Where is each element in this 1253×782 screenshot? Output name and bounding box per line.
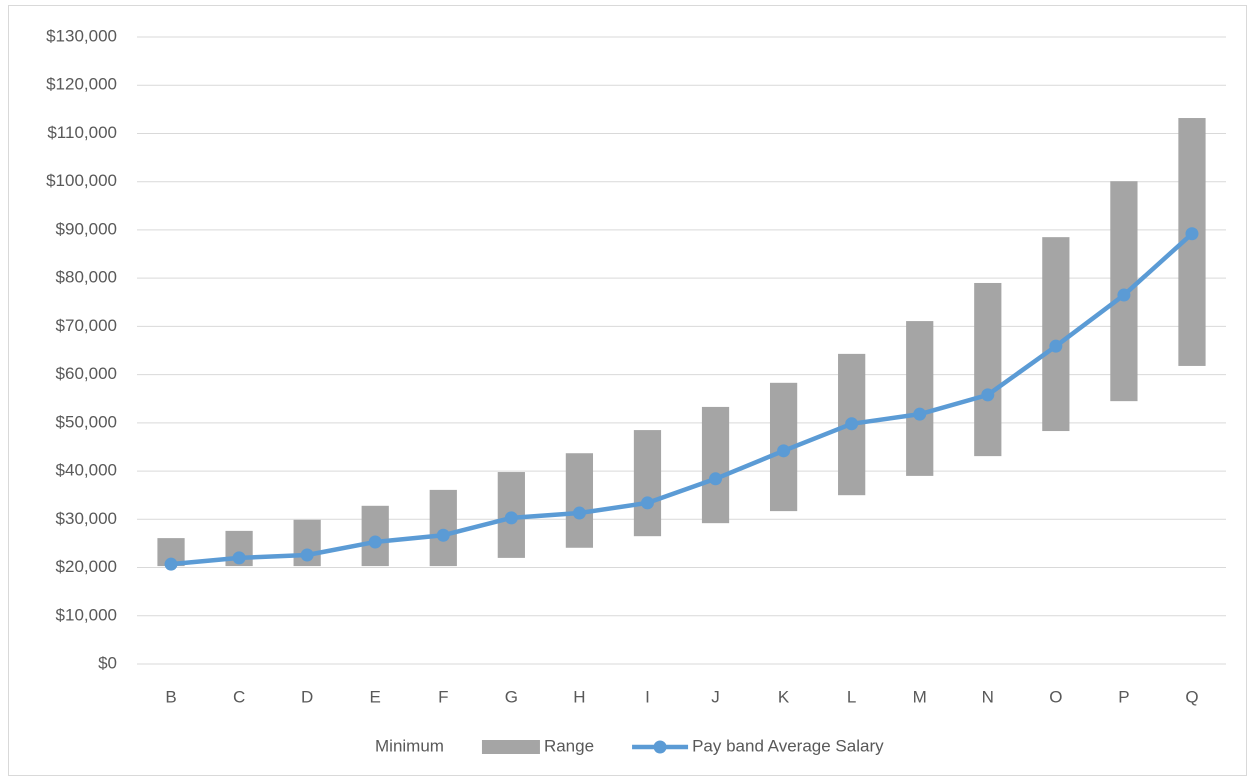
- x-tick-label: C: [233, 687, 245, 706]
- x-tick-label: Q: [1185, 687, 1198, 706]
- y-tick-label: $90,000: [56, 219, 117, 238]
- x-tick-label: P: [1118, 687, 1129, 706]
- legend-label: Minimum: [375, 736, 444, 755]
- bar: [906, 321, 934, 476]
- x-tick-label: H: [573, 687, 585, 706]
- legend-label: Range: [544, 736, 594, 755]
- x-tick-label: M: [913, 687, 927, 706]
- y-tick-label: $110,000: [47, 123, 117, 142]
- y-tick-label: $20,000: [56, 557, 117, 576]
- y-tick-label: $130,000: [46, 26, 117, 45]
- marker: [845, 417, 859, 431]
- legend-label: Pay band Average Salary: [692, 736, 884, 755]
- marker: [164, 557, 178, 571]
- bar: [701, 406, 730, 524]
- x-tick-label: D: [301, 687, 313, 706]
- y-tick-label: $30,000: [56, 509, 117, 528]
- y-tick-label: $0: [98, 653, 117, 672]
- x-tick-label: O: [1049, 687, 1062, 706]
- bar: [974, 282, 1002, 457]
- x-tick-label: I: [645, 687, 650, 706]
- marker: [1117, 288, 1131, 302]
- y-tick-label: $100,000: [46, 171, 117, 190]
- y-tick-label: $10,000: [56, 605, 117, 624]
- x-tick-label: J: [711, 687, 720, 706]
- marker: [504, 511, 518, 525]
- marker: [436, 528, 450, 542]
- marker: [232, 551, 246, 565]
- x-tick-label: L: [847, 687, 856, 706]
- bar: [633, 430, 662, 537]
- line: [170, 232, 1194, 567]
- marker: [300, 548, 314, 562]
- legend-swatch: [481, 740, 540, 754]
- y-tick-label: $120,000: [46, 75, 117, 94]
- marker: [777, 444, 791, 458]
- bar: [565, 453, 594, 548]
- marker: [640, 496, 654, 510]
- legend-swatch: [653, 740, 667, 754]
- y-tick-label: $80,000: [56, 268, 117, 287]
- y-tick-label: $70,000: [56, 316, 117, 335]
- marker: [981, 388, 995, 402]
- bar: [429, 489, 457, 567]
- x-tick-label: K: [778, 687, 790, 706]
- marker: [709, 472, 723, 486]
- marker: [913, 407, 927, 421]
- y-tick-label: $50,000: [56, 412, 117, 431]
- bar: [1042, 237, 1070, 432]
- y-tick-label: $40,000: [56, 461, 117, 480]
- marker: [572, 506, 586, 520]
- marker: [368, 535, 382, 549]
- marker: [1049, 339, 1063, 353]
- x-tick-label: B: [165, 687, 176, 706]
- x-tick-label: G: [505, 687, 518, 706]
- y-tick-label: $60,000: [56, 364, 117, 383]
- x-tick-label: F: [438, 687, 448, 706]
- x-tick-label: N: [982, 687, 994, 706]
- x-tick-label: E: [370, 687, 381, 706]
- marker: [1185, 227, 1199, 241]
